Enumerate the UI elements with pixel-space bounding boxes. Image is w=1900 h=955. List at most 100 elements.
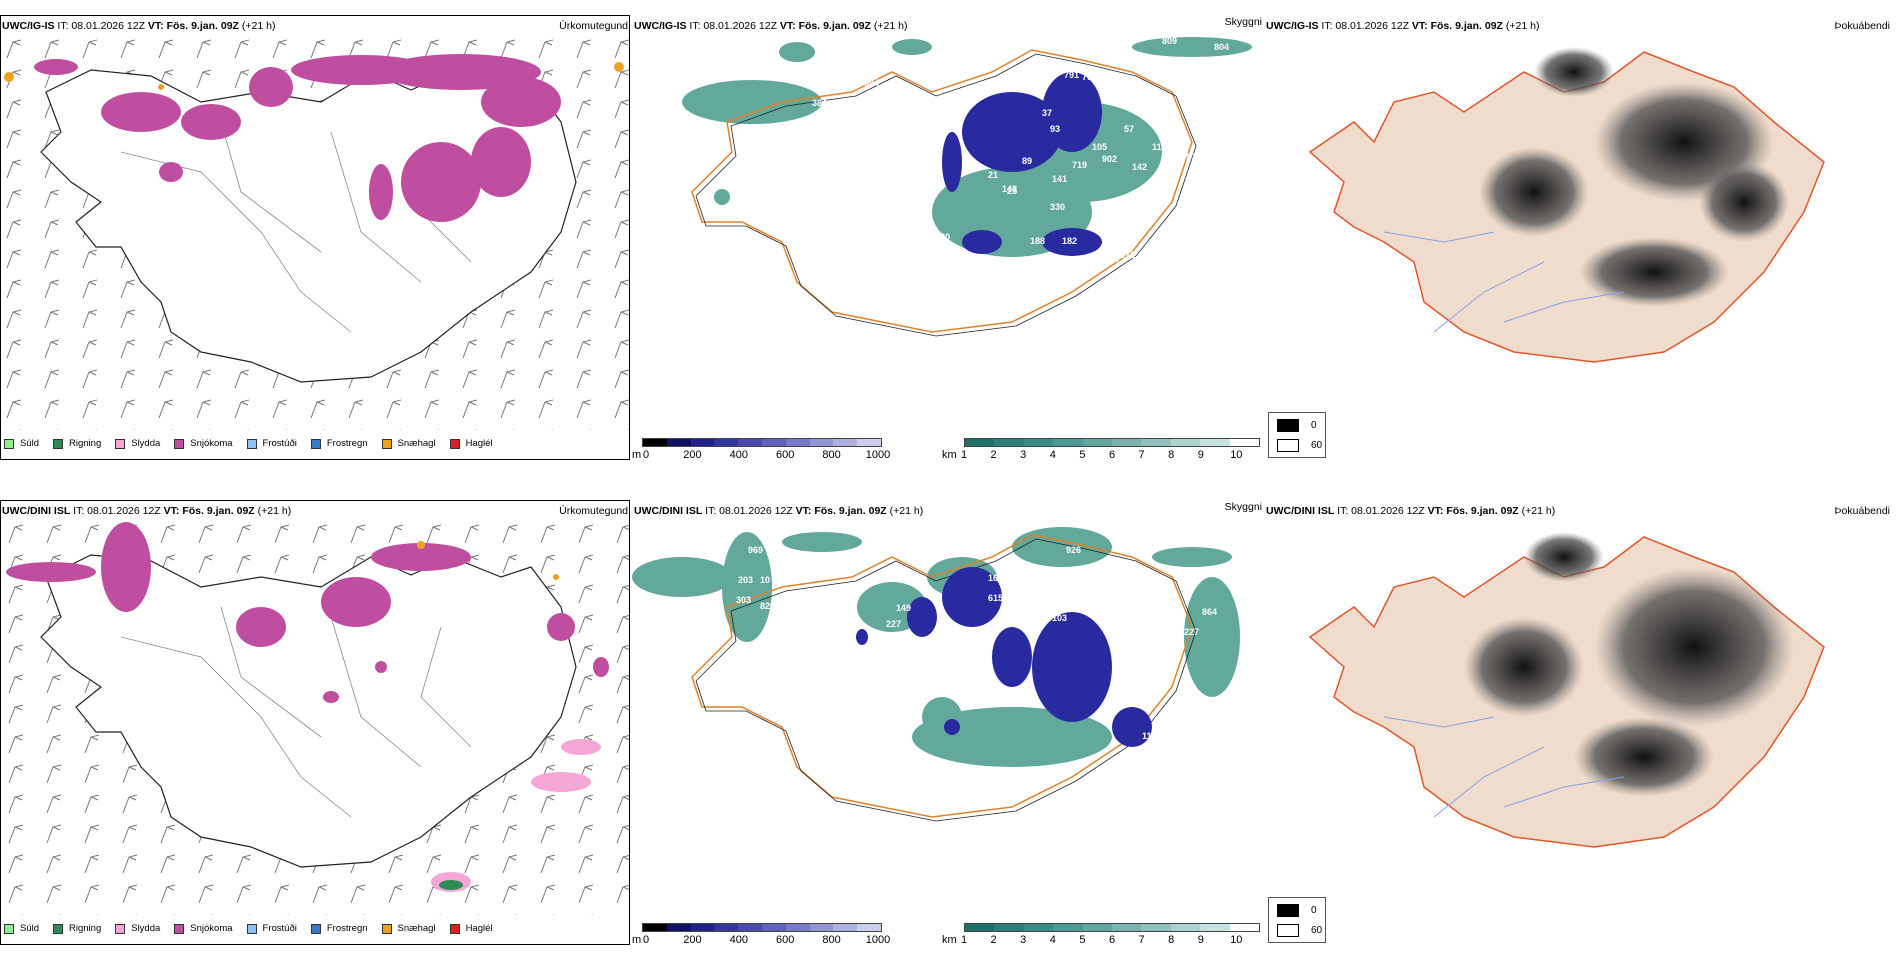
valid-time: VT: Fös. 9.jan. 09Z [1411, 20, 1503, 32]
point-label: 907 [1010, 42, 1025, 52]
point-label: 994 [864, 78, 879, 88]
tick-label: 400 [729, 449, 748, 461]
point-label: 127 [1154, 715, 1169, 725]
model-name: UWC/IG-IS [634, 20, 687, 32]
point-labels: 833 907 809 804 994 720 791 790 384 201 37 93 105 902… [812, 36, 1229, 264]
visibility-m-areas [856, 567, 1152, 747]
point-label: 809 [1162, 36, 1177, 46]
legend-item: Frostregn [310, 923, 368, 934]
legend-item: Súld [4, 923, 39, 934]
lead-time: (+21 h) [241, 20, 276, 32]
point-labels: 969 926 203 10 303 829 149 227 168 209 133 615 103 22… [736, 545, 1217, 741]
legend-item: Slydda [115, 438, 160, 449]
lead-time: (+21 h) [873, 20, 908, 32]
legend-label: Súld [20, 923, 40, 934]
legend-swatch [174, 923, 185, 934]
lead-time: (+21 h) [1505, 20, 1540, 32]
tick-label: 5 [1079, 449, 1086, 461]
model-name: UWC/DINI ISL [634, 505, 703, 517]
legend-label: 0 [1311, 420, 1317, 431]
point-label: 89 [1022, 156, 1032, 166]
legend-label: 60 [1311, 440, 1323, 451]
tick-label: 800 [822, 934, 841, 946]
model-name: UWC/DINI ISL [1266, 505, 1335, 517]
legend-swatch [115, 923, 126, 934]
rain-areas [439, 880, 463, 890]
tick-label: 400 [729, 934, 748, 946]
legend-label: Frostúði [262, 438, 297, 449]
graupel-areas [417, 541, 559, 580]
tick-label: 10 [1230, 934, 1243, 946]
model-name: UWC/IG-IS [1266, 20, 1319, 32]
point-label: 203 [738, 575, 753, 585]
point-label: 804 [1214, 42, 1229, 52]
init-time: IT: 08.01.2026 12Z [57, 20, 145, 32]
legend-label: Rigning [69, 438, 102, 449]
tick-label: 0 [642, 934, 650, 946]
point-label: 209 [1004, 571, 1019, 581]
legend-swatch [4, 923, 14, 934]
legend-swatch [174, 438, 185, 449]
colorbar-unit: km [942, 934, 957, 946]
valid-time: VT: Fös. 9.jan. 09Z [779, 20, 871, 32]
tick-label: 4 [1049, 934, 1056, 946]
init-time: IT: 08.01.2026 12Z [73, 505, 161, 517]
river-network [1383, 231, 1625, 333]
snow-areas [34, 54, 561, 222]
colorbar-unit: m [632, 934, 642, 946]
legend-label: Slydda [131, 923, 161, 934]
init-time: IT: 08.01.2026 12Z [1337, 505, 1425, 517]
tick-label: 1000 [865, 934, 891, 946]
legend-swatch [449, 438, 460, 449]
lead-time: (+21 h) [1521, 505, 1556, 517]
iceland-coastline [40, 554, 577, 868]
legend-swatch [246, 923, 257, 934]
legend-label: 60 [1311, 925, 1323, 936]
legend-swatch-dark [1277, 904, 1299, 917]
tick-label: 6 [1108, 934, 1116, 946]
precip-legend: Súld Rigning Slydda Snjókoma Frostúði Fr… [4, 438, 507, 449]
legend-item: Snæhagl [381, 923, 436, 934]
point-label: 926 [1066, 545, 1081, 555]
tick-label: 600 [776, 449, 795, 461]
point-label: 25 [1007, 186, 1017, 196]
visibility-km-colorbar: km 1 2 3 4 5 6 7 8 9 10 [942, 923, 1262, 946]
legend-item: Frostúði [246, 438, 297, 449]
tick-label: 600 [776, 934, 795, 946]
legend-label: Frostregn [326, 923, 368, 934]
colorbar-bar [964, 923, 1260, 932]
valid-time: VT: Fös. 9.jan. 09Z [147, 20, 239, 32]
legend-swatch [310, 438, 321, 449]
visibility-map: 969 926 203 10 303 829 149 227 168 209 133 615 103 22… [632, 527, 1240, 822]
legend-swatch [310, 923, 321, 934]
tick-label: 1 [960, 449, 968, 461]
panel-header: UWC/IG-IS IT: 08.01.2026 12Z VT: Fös. 9.… [634, 20, 907, 32]
point-label: 117 [1152, 142, 1167, 152]
point-label: 384 [812, 98, 827, 108]
point-label: 902 [1102, 154, 1117, 164]
legend-swatch [449, 923, 460, 934]
point-label: 829 [760, 601, 775, 611]
iceland-coastline [695, 53, 1197, 337]
legend-label: Snjókoma [190, 923, 233, 934]
legend-item: Rigning [53, 923, 101, 934]
point-label: 615 [988, 593, 1003, 603]
point-label: 227 [1184, 627, 1199, 637]
precip-map [1, 32, 629, 430]
point-label: 720 [1030, 72, 1045, 82]
point-label: 168 [988, 573, 1003, 583]
tick-label: 200 [683, 934, 702, 946]
cloud-panel: UWC/DINI ISL IT: 08.01.2026 12Z VT: Fös.… [1264, 485, 1900, 955]
cloud-map [1308, 47, 1825, 363]
legend-swatch [381, 438, 392, 449]
tick-label: 7 [1138, 934, 1145, 946]
init-time: IT: 08.01.2026 12Z [705, 505, 793, 517]
panel-header: UWC/DINI ISL IT: 08.01.2026 12Z VT: Fös.… [634, 505, 923, 517]
fog-areas [1464, 532, 1794, 797]
precip-legend: Súld Rigning Slydda Snjókoma Frostúði Fr… [4, 923, 507, 934]
row-ig-is: UWC/IG-IS IT: 08.01.2026 12Z VT: Fös. 9.… [0, 0, 1900, 470]
tick-label: 0 [642, 449, 650, 461]
point-label: 37 [1042, 108, 1052, 118]
tick-label: 1000 [865, 449, 891, 461]
legend-label: Snjókoma [190, 438, 233, 449]
